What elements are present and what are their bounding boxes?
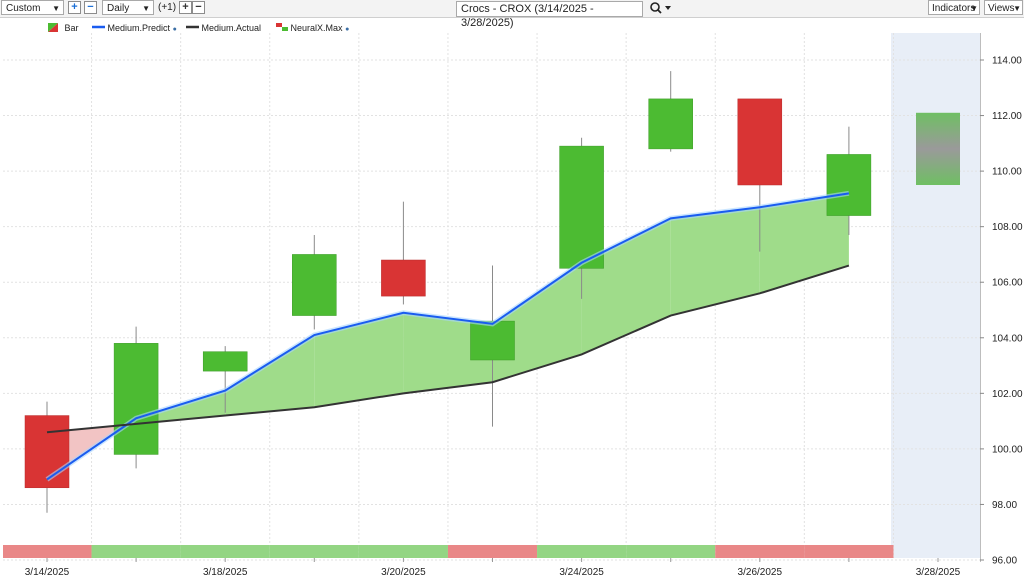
forecast-bar: [916, 112, 960, 185]
signal-strip-segment: [269, 545, 359, 558]
period-select[interactable]: Custom ▼: [1, 0, 64, 15]
interval-select[interactable]: Daily ▼: [102, 0, 154, 15]
settings-dot-icon[interactable]: ●: [345, 26, 350, 33]
views-button[interactable]: Views ▼: [984, 0, 1023, 15]
candle-bar: [292, 254, 337, 316]
signal-strip-segment: [537, 545, 627, 558]
offset-label: (+1): [158, 2, 177, 13]
y-tick-label: 102.00: [992, 389, 1023, 400]
legend-neuralx-label: NeuralX.Max: [290, 23, 343, 33]
signal-strip-segment: [358, 545, 448, 558]
y-tick-label: 106.00: [992, 278, 1023, 289]
candle-bar: [559, 145, 604, 269]
candle-bar: [381, 259, 426, 297]
zoom-out-button[interactable]: −: [84, 1, 97, 14]
candle-bar: [113, 343, 159, 455]
signal-strip-segment: [3, 545, 92, 558]
views-label: Views: [988, 3, 1015, 14]
line-swatch-icon: [186, 25, 199, 29]
chevron-down-icon: ▼: [142, 4, 150, 13]
y-tick-label: 98.00: [992, 500, 1017, 511]
x-tick-label: 3/20/2025: [381, 567, 426, 578]
legend-actual: Medium.Actual: [186, 22, 261, 34]
signal-strip-segment: [804, 545, 894, 558]
y-tick-label: 104.00: [992, 333, 1023, 344]
line-swatch-icon: [92, 25, 105, 29]
offset-increase-button[interactable]: +: [179, 1, 192, 14]
candle-bar: [648, 98, 693, 150]
zoom-in-button[interactable]: +: [68, 1, 81, 14]
band-fill: [670, 207, 760, 316]
x-tick-label: 3/14/2025: [25, 567, 70, 578]
legend-actual-label: Medium.Actual: [201, 23, 262, 33]
predict-line: [46, 192, 850, 481]
legend-predict: Medium.Predict ●: [92, 22, 177, 36]
candle-bar: [470, 320, 515, 361]
candle-bar: [24, 415, 70, 489]
neuralx-swatch-icon: [276, 23, 288, 31]
forecast-region: [891, 33, 980, 558]
actual-line: [46, 264, 850, 434]
chevron-down-icon: ▼: [970, 4, 978, 13]
indicators-label: Indicators: [932, 3, 976, 14]
legend-neuralx: NeuralX.Max ●: [276, 22, 349, 36]
y-tick-label: 100.00: [992, 444, 1023, 455]
signal-strip-segment: [626, 545, 716, 558]
period-select-label: Custom: [6, 3, 41, 14]
signal-strip-segment: [715, 545, 805, 558]
candle-bar: [737, 98, 783, 186]
y-tick-label: 114.00: [992, 56, 1022, 67]
legend-bar-label: Bar: [64, 23, 79, 33]
x-tick-label: 3/18/2025: [203, 567, 248, 578]
chart-title: Crocs - CROX (3/14/2025 - 3/28/2025): [461, 3, 594, 29]
legend-predict-label: Medium.Predict: [107, 23, 171, 33]
band-fill: [225, 335, 315, 416]
bar-swatch-icon: [48, 23, 58, 32]
x-tick-label: 3/28/2025: [916, 567, 961, 578]
toolbar: Custom ▼ + − Daily ▼ (+1) + − Crocs - CR…: [0, 0, 1024, 29]
signal-strip-segment: [447, 545, 538, 558]
band-fill: [759, 193, 849, 294]
x-tick-label: 3/26/2025: [738, 567, 783, 578]
y-tick-label: 108.00: [992, 222, 1023, 233]
legend-bar: Bar: [48, 22, 79, 34]
signal-strip-segment: [180, 545, 270, 558]
indicators-button[interactable]: Indicators ▼: [928, 0, 980, 15]
y-tick-label: 110.00: [992, 167, 1022, 178]
search-button[interactable]: [648, 0, 674, 16]
band-fill: [403, 312, 493, 394]
band-fill: [492, 262, 582, 383]
signal-strip-segment: [91, 545, 181, 558]
interval-select-label: Daily: [107, 3, 130, 14]
settings-dot-icon[interactable]: ●: [172, 26, 177, 33]
x-tick-label: 3/24/2025: [559, 567, 604, 578]
symbol-title-box[interactable]: Crocs - CROX (3/14/2025 - 3/28/2025): [456, 1, 643, 29]
magnifier-icon: [650, 2, 671, 14]
y-tick-label: 112.00: [992, 111, 1022, 122]
chevron-down-icon: ▼: [1013, 4, 1021, 13]
y-tick-label: 96.00: [992, 556, 1017, 567]
offset-decrease-button[interactable]: −: [192, 1, 205, 14]
band-fill: [314, 312, 404, 408]
candle-bar: [826, 154, 872, 216]
chevron-down-icon: ▼: [52, 4, 60, 13]
candle-bar: [202, 351, 248, 372]
